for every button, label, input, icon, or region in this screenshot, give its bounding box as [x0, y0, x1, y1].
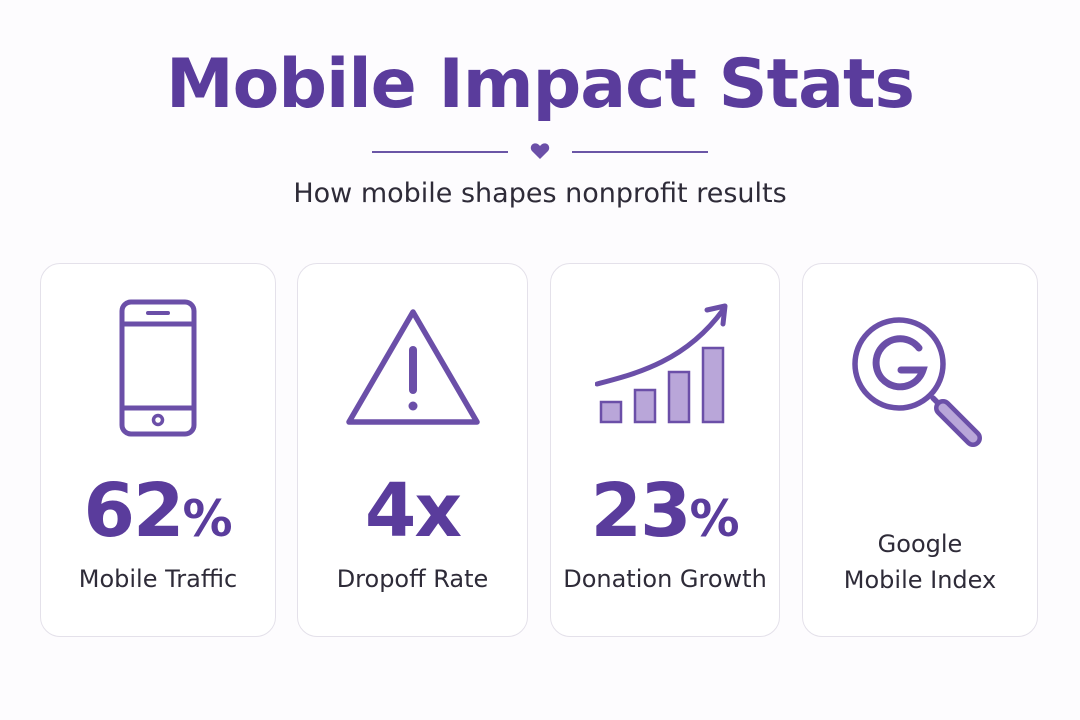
stat-unit: % [182, 490, 233, 548]
divider-line-left [372, 151, 508, 153]
smartphone-icon [119, 299, 197, 437]
stat-number: 62 [83, 468, 184, 554]
heart-icon [530, 143, 550, 159]
card-icon-wrap [298, 292, 527, 442]
stat-value: 4x [298, 466, 527, 564]
stat-unit: % [689, 490, 740, 548]
card-icon-wrap [41, 292, 275, 442]
divider-line-right [572, 151, 708, 153]
card-icon-wrap [803, 292, 1037, 447]
stat-value: 62% [41, 466, 275, 564]
growth-chart-icon [595, 303, 728, 424]
stat-label: Dropoff Rate [336, 565, 489, 593]
stat-label-line-1: Google [877, 530, 963, 558]
stat-label-line-2: Mobile Index [843, 566, 997, 594]
stat-card-google-mobile-index: Google Mobile Index [802, 263, 1038, 637]
stat-label: Google Mobile Index [803, 526, 1037, 598]
card-icon-wrap [551, 292, 779, 442]
google-search-icon [852, 317, 982, 447]
stat-card-dropoff-rate: 4x Dropoff Rate [297, 263, 528, 637]
stat-label: Donation Growth [563, 565, 767, 593]
page-title: Mobile Impact Stats [165, 45, 915, 124]
stat-value: 23% [551, 466, 779, 564]
stat-number: 4x [364, 468, 462, 554]
stat-card-donation-growth: 23% Donation Growth [550, 263, 780, 637]
stat-number: 23 [590, 468, 691, 554]
stat-label: Mobile Traffic [78, 565, 238, 593]
page-subtitle: How mobile shapes nonprofit results [293, 178, 787, 209]
title-divider [372, 138, 708, 164]
warning-triangle-icon [345, 309, 480, 425]
stat-card-mobile-traffic: 62% Mobile Traffic [40, 263, 276, 637]
